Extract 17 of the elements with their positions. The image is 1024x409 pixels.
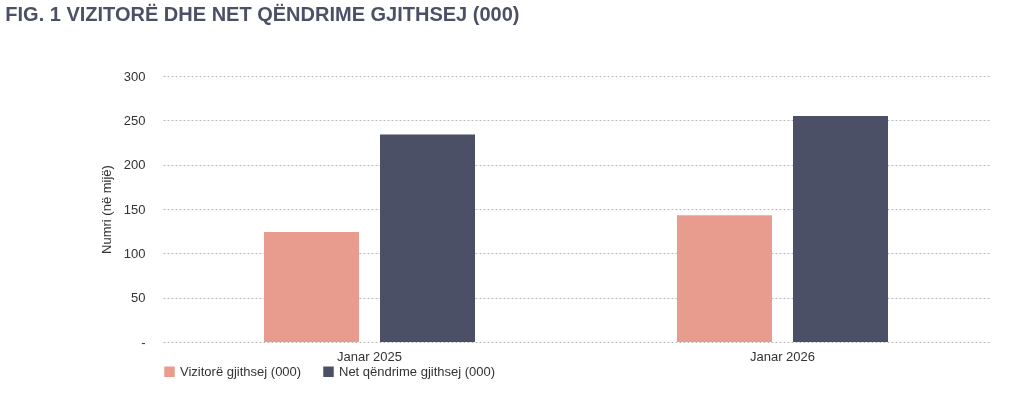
y-tick-label: 250 bbox=[123, 112, 146, 128]
legend-label: Vizitorë gjithsej (000) bbox=[180, 363, 302, 379]
bar bbox=[676, 215, 772, 342]
y-tick-label: 200 bbox=[123, 157, 146, 173]
legend-label: Net qëndrime gjithsej (000) bbox=[339, 363, 496, 379]
y-tick-label: 300 bbox=[123, 68, 146, 84]
bar bbox=[793, 115, 889, 342]
y-tick-label: - bbox=[141, 334, 146, 350]
bar bbox=[263, 232, 359, 342]
x-tick-label: Janar 2025 bbox=[336, 348, 403, 364]
y-tick-label: 150 bbox=[123, 201, 146, 217]
y-tick-label: 50 bbox=[131, 290, 146, 306]
chart-title: FIG. 1 VIZITORË DHE NET QËNDRIME GJITHSEJ (000) bbox=[5, 3, 520, 25]
x-tick-label: Janar 2026 bbox=[749, 348, 816, 364]
y-axis-title: Numri (në mijë) bbox=[98, 165, 114, 254]
bar bbox=[380, 134, 476, 342]
y-tick-label: 100 bbox=[123, 245, 146, 261]
